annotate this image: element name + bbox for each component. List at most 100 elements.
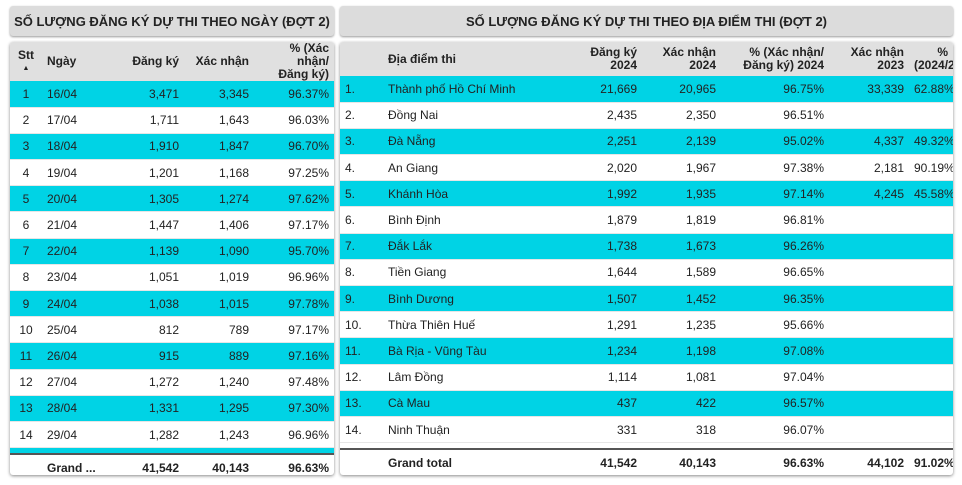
cell: 96.51% [721,102,829,129]
cell: 97.04% [721,364,829,391]
table-row[interactable]: 13 28/04 1,331 1,295 97.30% [10,395,334,422]
cell: 4,245 [829,180,909,208]
cell: 96.35% [721,285,829,313]
cell: 90.19% [909,154,953,182]
table-row[interactable]: 2. Đồng Nai 2,435 2,350 96.51% [340,102,953,129]
col-xacnhan[interactable]: Xác nhận [184,42,254,81]
cell: 437 [533,390,642,417]
col-pct[interactable]: % (Xác nhận/Đăng ký) [254,42,334,81]
cell: 6 [10,211,42,239]
cell: 3. [340,128,383,156]
col-pct2024[interactable]: % (Xác nhận/Đăng ký) 2024 [721,42,829,76]
right-title: SỐ LƯỢNG ĐĂNG KÝ DỰ THI THEO ĐỊA ĐIỂM TH… [340,6,953,36]
table-row[interactable]: 9. Bình Dương 1,507 1,452 96.35% [340,285,953,313]
cell [829,206,909,234]
cell: 1,992 [533,180,642,208]
cell: 97.16% [254,342,334,370]
cell: 889 [184,342,254,370]
cell: 1,015 [184,290,254,318]
cell: Bình Định [383,206,533,234]
location-table: Địa điểm thi Đăng ký 2024 Xác nhận 2024 % … [340,42,953,475]
col-index [340,42,383,76]
table-row[interactable]: 3 18/04 1,910 1,847 96.70% [10,133,334,161]
col-stt[interactable]: Stt ▲ [10,42,42,81]
cell: 1,243 [184,421,254,449]
sort-asc-icon[interactable]: ▲ [22,64,30,72]
table-row[interactable]: 5. Khánh Hòa 1,992 1,935 97.14% 4,245 45.58% [340,180,953,208]
cell: 9. [340,285,383,313]
table-row[interactable]: 13. Cà Mau 437 422 96.57% [340,390,953,417]
cell [829,337,909,365]
cell: 2,251 [533,128,642,156]
col-xn2023[interactable]: Xác nhận 2023 [829,42,909,76]
table-row[interactable]: 5 20/04 1,305 1,274 97.62% [10,185,334,213]
table-row[interactable]: 14 29/04 1,282 1,243 96.96% [10,421,334,449]
cell: Cà Mau [383,390,533,417]
cell: 97.08% [721,337,829,365]
cell: 1,738 [533,233,642,260]
cell: 1,114 [533,364,642,391]
table-row[interactable]: 12. Lâm Đồng 1,114 1,081 97.04% [340,364,953,391]
cell: 1,910 [102,133,184,161]
cell: 1,291 [533,311,642,339]
table-row[interactable]: 14. Ninh Thuận 331 318 96.07% [340,416,953,444]
table-row[interactable]: 11. Bà Rịa - Vũng Tàu 1,234 1,198 97.08% [340,337,953,365]
table-row[interactable]: 10. Thừa Thiên Huế 1,291 1,235 95.66% [340,311,953,339]
cell [829,233,909,260]
cell: 33,339 [829,76,909,103]
total-cell: 41,542 [600,456,637,471]
cell: 2,350 [642,102,721,129]
cell: Tiền Giang [383,259,533,287]
cell: 1,051 [102,264,184,292]
table-row[interactable]: 8. Tiền Giang 1,644 1,589 96.65% [340,259,953,287]
total-cell: 40,143 [679,456,716,471]
cell: 11. [340,337,383,365]
cell: 26/04 [42,342,102,370]
table-row[interactable]: 3. Đà Nẵng 2,251 2,139 95.02% 4,337 49.32% [340,128,953,156]
cell: 45.58% [909,180,953,208]
col-dangky[interactable]: Đăng ký [102,42,184,81]
table-row[interactable]: 9 24/04 1,038 1,015 97.78% [10,290,334,318]
cell: Thành phố Hồ Chí Minh [383,76,533,103]
table-row[interactable]: 6 21/04 1,447 1,406 97.17% [10,211,334,239]
table-row[interactable]: 10 25/04 812 789 97.17% [10,316,334,344]
cell: Bình Dương [383,285,533,313]
cell: 1,168 [184,159,254,187]
cell: Ninh Thuận [383,416,533,444]
cell: 16/04 [42,81,102,108]
cell: 812 [102,316,184,344]
table-row[interactable]: 1 16/04 3,471 3,345 96.37% [10,81,334,108]
cell: 97.62% [254,185,334,213]
table-row[interactable]: 4 19/04 1,201 1,168 97.25% [10,159,334,187]
cell: 3,471 [102,81,184,108]
total-cell: 44,102 [867,456,904,471]
cell: 8. [340,259,383,287]
table-row[interactable]: 12 27/04 1,272 1,240 97.48% [10,369,334,396]
cell: 18/04 [42,133,102,161]
table-row[interactable]: 7 22/04 1,139 1,090 95.70% [10,238,334,265]
col-ratio[interactable]: %(2024/2023) [909,42,953,76]
cell: 3 [10,133,42,161]
cell: 318 [642,416,721,444]
cell: 1,507 [533,285,642,313]
col-xn2024[interactable]: Xác nhận 2024 [642,42,721,76]
cell: 28/04 [42,395,102,422]
table-row[interactable]: 2 17/04 1,711 1,643 96.03% [10,107,334,134]
table-row[interactable]: 7. Đắk Lắk 1,738 1,673 96.26% [340,233,953,260]
cell: 96.57% [721,390,829,417]
cell: 97.17% [254,211,334,239]
col-ngay[interactable]: Ngày [42,42,102,81]
table-row[interactable]: 4. An Giang 2,020 1,967 97.38% 2,181 90.19% [340,154,953,182]
table-row[interactable]: 6. Bình Định 1,879 1,819 96.81% [340,206,953,234]
location-table-card: Địa điểm thi Đăng ký 2024 Xác nhận 2024 % … [340,42,953,475]
table-row[interactable]: 1. Thành phố Hồ Chí Minh 21,669 20,965 96.75… [340,76,953,103]
cell [909,311,953,339]
col-place[interactable]: Địa điểm thi [383,42,533,76]
cell: Đà Nẵng [383,128,533,156]
cell: 1,711 [102,107,184,134]
col-dk2024[interactable]: Đăng ký 2024 [533,42,642,76]
cell: 96.37% [254,81,334,108]
table-row[interactable]: 11 26/04 915 889 97.16% [10,342,334,370]
cell: 1,274 [184,185,254,213]
table-row[interactable]: 8 23/04 1,051 1,019 96.96% [10,264,334,292]
